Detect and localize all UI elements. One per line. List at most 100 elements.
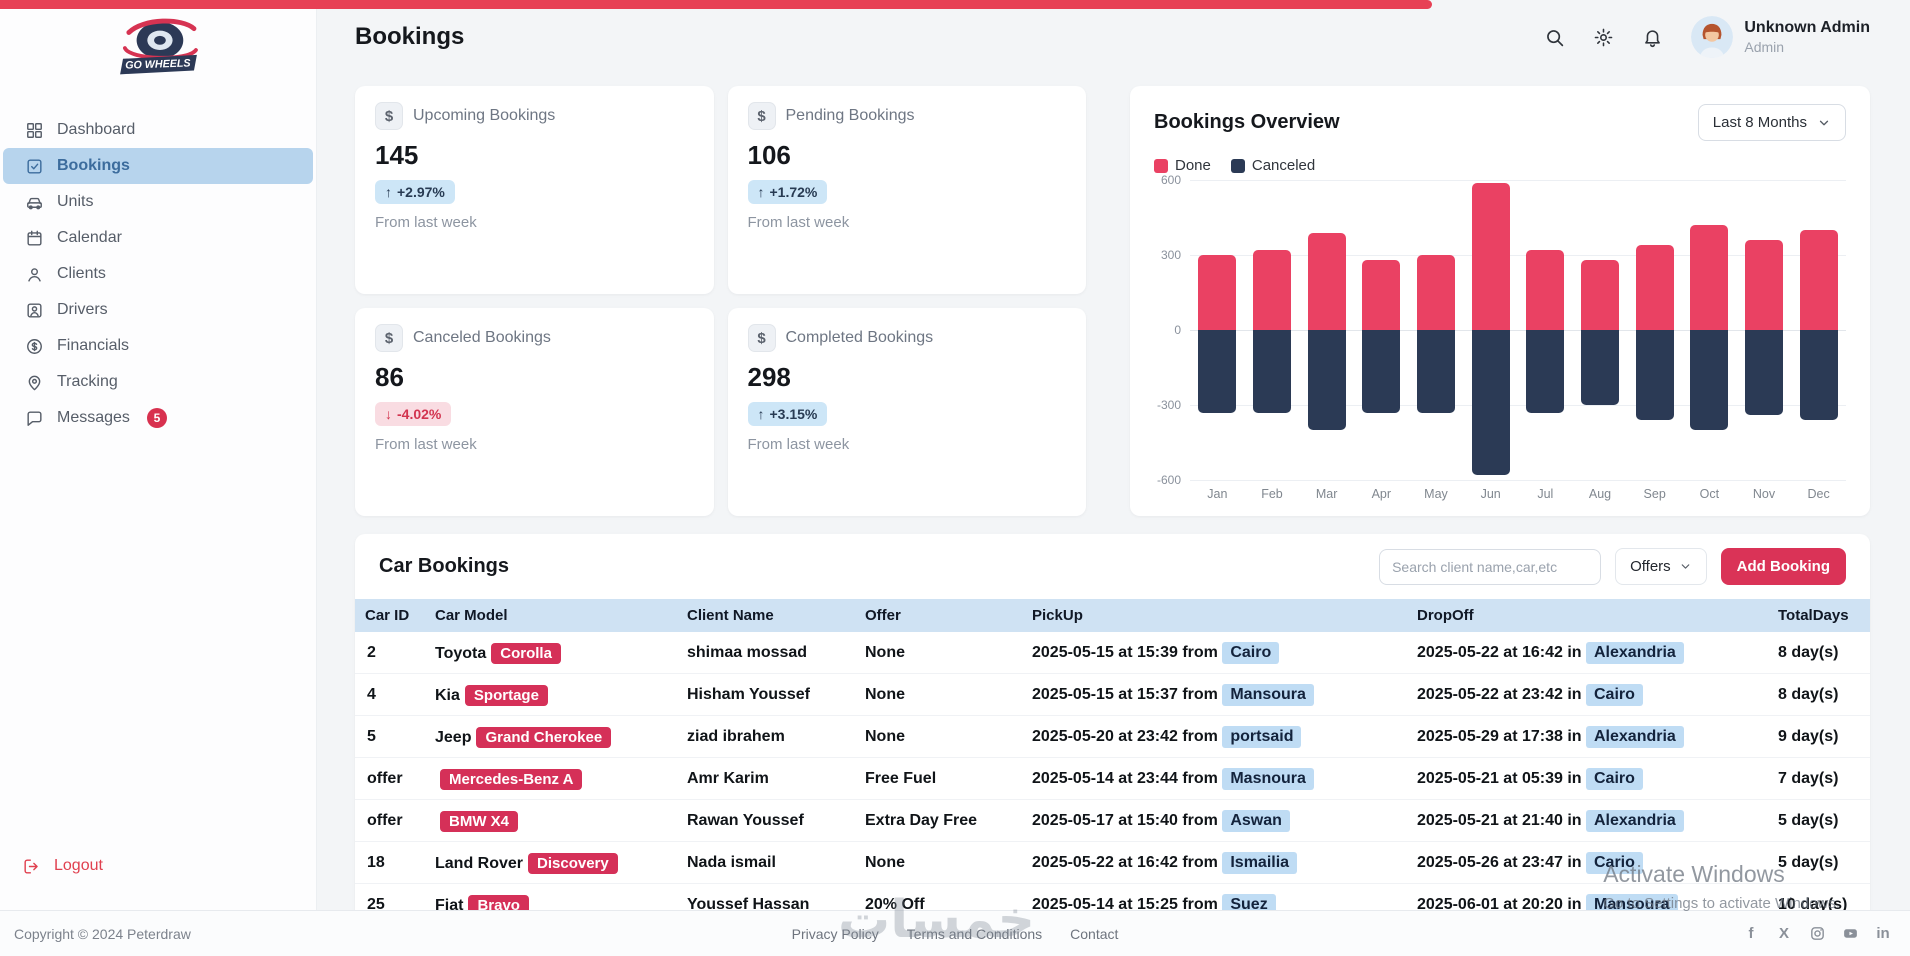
dropoff-date: 2025-05-22 at 16:42 in (1417, 644, 1582, 661)
drivers-icon (25, 301, 44, 320)
footer-link[interactable]: Privacy Policy (791, 925, 879, 942)
sidebar-item-bookings[interactable]: Bookings (3, 148, 313, 184)
sidebar-item-drivers[interactable]: Drivers (3, 292, 313, 328)
sidebar-item-dashboard[interactable]: Dashboard (3, 112, 313, 148)
dropoff-date: 2025-06-01 at 20:20 in (1417, 896, 1582, 913)
gridline (1190, 330, 1846, 331)
y-tick-label: -600 (1156, 473, 1181, 487)
client-name-cell: Nada ismail (677, 841, 855, 884)
sidebar-item-financials[interactable]: Financials (3, 328, 313, 364)
table-row[interactable]: offer BMW X4 Rawan Youssef Extra Day Fre… (355, 799, 1870, 842)
youtube-icon[interactable] (1841, 925, 1859, 943)
dropoff-cell: 2025-05-22 at 16:42 in Alexandria (1407, 632, 1768, 674)
chart-x-axis: Jan Feb Mar Apr May Jun Jul Aug Sep Oct Nov Dec (1190, 480, 1846, 504)
legend-item-done[interactable]: Done (1154, 157, 1211, 174)
user-menu[interactable]: Unknown Admin Admin (1691, 16, 1870, 58)
stat-note: From last week (375, 436, 477, 453)
stat-delta-badge: ↓ -4.02% (375, 402, 452, 426)
calendar-icon (25, 229, 44, 248)
y-tick-label: 0 (1174, 323, 1181, 337)
search-button[interactable] (1544, 27, 1565, 48)
brand-logo: GO WHEELS (0, 0, 316, 86)
dropoff-city-chip: Cairo (1586, 768, 1643, 790)
y-tick-label: -300 (1156, 398, 1181, 412)
pickup-city-chip: Mansoura (1222, 684, 1314, 706)
table-row[interactable]: 2 Toyota Corolla shimaa mossad None 2025-… (355, 632, 1870, 674)
units-icon (25, 193, 44, 212)
pickup-city-chip: Ismailia (1222, 852, 1298, 874)
avatar (1691, 16, 1734, 58)
column-header: Car ID (355, 599, 425, 632)
car-make: Fiat (435, 896, 464, 914)
chart-bar-canceled (1526, 330, 1565, 413)
instagram-icon[interactable] (1808, 925, 1826, 943)
dropoff-cell: 2025-05-21 at 05:39 in Cairo (1407, 757, 1768, 800)
footer-link[interactable]: Contact (1070, 925, 1119, 942)
legend-swatch (1154, 158, 1168, 173)
column-header: DropOff (1407, 599, 1768, 632)
offers-dropdown-button[interactable]: Offers (1615, 548, 1707, 585)
footer-links: Privacy Policy Terms and Conditions Contac… (792, 926, 1119, 942)
footer-link[interactable]: Terms and Conditions (906, 925, 1043, 942)
delta-text: +2.97% (397, 184, 445, 200)
go-wheels-logo-icon: GO WHEELS (120, 18, 198, 75)
sidebar-item-calendar[interactable]: Calendar (3, 220, 313, 256)
chart-bar-canceled (1198, 330, 1237, 413)
stat-note: From last week (747, 214, 850, 231)
sidebar-nav: Dashboard Bookings Units (0, 112, 316, 436)
x-tick-label: Feb (1261, 487, 1283, 501)
table-row[interactable]: 18 Land Rover Discovery Nada ismail None … (355, 841, 1870, 884)
total-days-cell: 7 day(s) (1768, 757, 1870, 800)
sidebar-item-tracking[interactable]: Tracking (3, 364, 313, 400)
dollar-icon: $ (375, 324, 403, 352)
nav-label: Bookings (57, 157, 130, 174)
offer-cell: None (855, 715, 1022, 758)
linkedin-icon[interactable]: in (1876, 925, 1890, 942)
page-title: Bookings (355, 23, 465, 50)
range-select[interactable]: Last 8 Months (1697, 104, 1846, 141)
pickup-cell: 2025-05-14 at 23:44 from Masnoura (1022, 757, 1407, 800)
sidebar-item-clients[interactable]: Clients (3, 256, 313, 292)
gridline (1190, 405, 1846, 406)
sidebar-item-units[interactable]: Units (3, 184, 313, 220)
logout-button[interactable]: Logout (0, 848, 316, 884)
x-icon[interactable]: X (1778, 925, 1789, 942)
table-row[interactable]: 5 Jeep Grand Cherokee ziad ibrahem None 2… (355, 715, 1870, 758)
dropoff-date: 2025-05-22 at 23:42 in (1417, 686, 1582, 703)
notifications-button[interactable] (1642, 27, 1663, 48)
total-days-cell: 8 day(s) (1768, 632, 1870, 674)
dropoff-date: 2025-05-26 at 23:47 in (1417, 854, 1582, 871)
model-badge: Discovery (528, 852, 618, 874)
settings-button[interactable] (1593, 27, 1614, 48)
table-row[interactable]: 4 Kia Sportage Hisham Youssef None 2025-0… (355, 673, 1870, 716)
dropoff-date: 2025-05-21 at 05:39 in (1417, 770, 1582, 787)
stat-label: Completed Bookings (785, 329, 934, 346)
pickup-date: 2025-05-20 at 23:42 from (1032, 728, 1218, 745)
nav-label: Calendar (57, 229, 122, 246)
delta-arrow-icon: ↑ (757, 406, 765, 422)
legend-label: Done (1175, 157, 1211, 174)
dropoff-city-chip: Cairo (1586, 684, 1643, 706)
table-row[interactable]: offer Mercedes-Benz A Amr Karim Free Fue… (355, 757, 1870, 800)
delta-arrow-icon: ↓ (385, 406, 392, 422)
logout-label: Logout (54, 857, 103, 874)
search-icon (1544, 27, 1565, 48)
add-booking-button[interactable]: Add Booking (1720, 548, 1846, 585)
clients-icon (25, 265, 44, 284)
booking-search-input[interactable] (1379, 548, 1602, 585)
stat-label: Upcoming Bookings (413, 107, 556, 124)
legend-item-canceled[interactable]: Canceled (1230, 157, 1315, 174)
chart-bar-done (1198, 255, 1237, 330)
chart-bar-canceled (1253, 330, 1291, 413)
facebook-icon[interactable]: f (1748, 925, 1754, 942)
chart-bar-canceled (1417, 330, 1455, 413)
pickup-cell: 2025-05-20 at 23:42 from portsaid (1022, 715, 1407, 758)
x-tick-label: May (1424, 487, 1448, 501)
sidebar-item-messages[interactable]: Messages 5 (3, 400, 313, 436)
stat-card: $ Completed Bookings 298 ↑ +3.15% From l… (727, 308, 1086, 516)
pickup-cell: 2025-05-15 at 15:37 from Mansoura (1022, 673, 1407, 716)
gridline (1190, 180, 1846, 181)
column-header: Car Model (425, 599, 677, 632)
total-days-cell: 8 day(s) (1768, 673, 1870, 716)
